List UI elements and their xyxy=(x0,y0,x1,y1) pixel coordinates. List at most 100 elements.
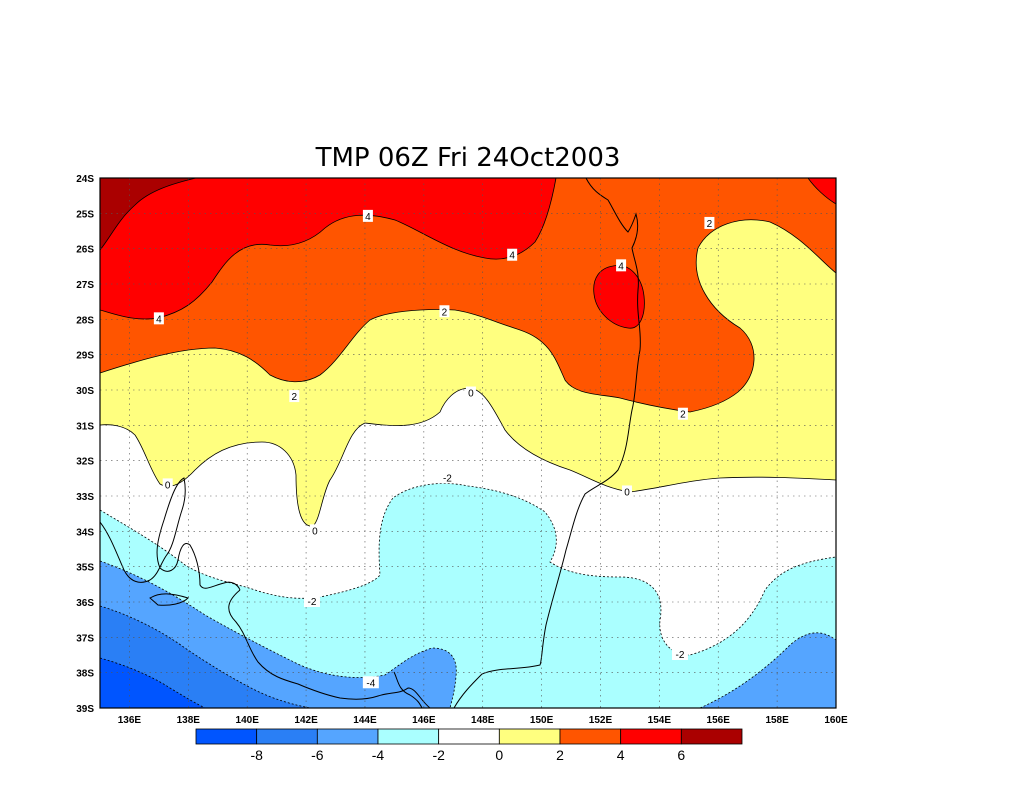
colorbar-swatch xyxy=(680,728,743,745)
contour-label: 2 xyxy=(677,407,688,421)
x-axis-ticks: 136E 138E 140E 142E 144E 146E 148E 150E 152E 154E… xyxy=(118,715,848,726)
y-tick-label: 27S xyxy=(76,280,94,291)
map-fields xyxy=(100,178,836,708)
x-tick-label: 142E xyxy=(294,715,318,726)
colorbar-tick-label: -2 xyxy=(432,747,445,763)
colorbar-swatch xyxy=(620,728,682,745)
contour-label-text: 4 xyxy=(618,261,624,272)
contour-label: 4 xyxy=(616,259,627,272)
colorbar-swatch xyxy=(256,728,318,745)
colorbar-swatch xyxy=(438,728,500,745)
colorbar: -8 -6 -4 -2 0 2 4 6 xyxy=(195,728,743,763)
contour-label: 4 xyxy=(362,209,373,223)
field-below-minus8 xyxy=(100,657,206,708)
contour-label-bg xyxy=(439,305,450,318)
contour-label-text: 4 xyxy=(365,212,371,223)
contour-label-text: 2 xyxy=(680,410,686,421)
y-tick-label: 26S xyxy=(76,245,94,256)
colorbar-tick-label: 4 xyxy=(617,747,625,763)
x-tick-label: 160E xyxy=(824,715,848,726)
y-tick-label: 24S xyxy=(76,174,94,185)
colorbar-swatch xyxy=(498,728,561,745)
contour-label-bg xyxy=(671,648,688,660)
contour-label-bg xyxy=(162,478,173,491)
contour-label: 0 xyxy=(465,386,476,400)
contour-label-text: 4 xyxy=(509,251,515,262)
y-tick-label: 30S xyxy=(76,386,94,397)
y-axis-ticks: 24S 25S 26S 27S 28S 29S 30S 31S 32S 33S 34S 35S 36S 3… xyxy=(76,174,94,715)
y-tick-label: 39S xyxy=(76,704,94,715)
y-tick-label: 35S xyxy=(76,563,94,574)
contour-label-bg xyxy=(153,312,164,325)
chart-title: TMP 06Z Fri 24Oct2003 xyxy=(315,143,621,173)
contour-label-bg xyxy=(465,386,476,399)
grid xyxy=(100,178,836,708)
contour-label: 2 xyxy=(439,305,450,318)
x-tick-label: 158E xyxy=(765,715,789,726)
contour-label: -2 xyxy=(303,595,320,608)
map-frame xyxy=(99,177,837,709)
contour-label-text: -2 xyxy=(308,597,317,608)
field-minus2-to-minus4 xyxy=(100,483,836,708)
contour-label: 0 xyxy=(162,478,173,491)
contour-label-text: 4 xyxy=(156,314,162,325)
y-tick-label: 31S xyxy=(76,421,94,432)
x-tick-label: 152E xyxy=(589,715,613,726)
x-tick-label: 150E xyxy=(530,715,554,726)
x-tick-label: 154E xyxy=(648,715,672,726)
colorbar-swatch xyxy=(377,728,440,745)
y-tick-label: 28S xyxy=(76,315,94,326)
x-tick-label: 136E xyxy=(118,715,142,726)
contour-label-bg xyxy=(621,485,632,498)
colorbar-swatch xyxy=(195,728,258,745)
contour-label: 4 xyxy=(153,312,164,325)
contour-label-text: 2 xyxy=(442,307,448,318)
colorbar-tick-label: -4 xyxy=(372,747,385,763)
x-tick-label: 148E xyxy=(471,715,495,726)
colorbar-tick-label: 2 xyxy=(556,747,564,763)
colorbar-swatch xyxy=(559,728,622,745)
contour-label-text: 0 xyxy=(624,487,630,498)
contour-label-bg xyxy=(362,676,379,689)
contour-label-text: -2 xyxy=(676,650,685,661)
contour-label: 2 xyxy=(704,216,715,230)
contour-label-text: 0 xyxy=(468,389,474,400)
contour-label-text: 2 xyxy=(707,219,713,230)
contour-label-text: 0 xyxy=(165,480,171,491)
contour-label-bg xyxy=(677,407,688,420)
y-tick-label: 37S xyxy=(76,633,94,644)
y-tick-label: 38S xyxy=(76,669,94,680)
colorbar-tick-label: 6 xyxy=(677,747,685,763)
contour-label: -2 xyxy=(439,471,456,484)
contour-label-bg xyxy=(289,390,300,403)
contour-label: 0 xyxy=(621,485,632,498)
x-tick-label: 144E xyxy=(353,715,377,726)
contour-label-text: 2 xyxy=(292,392,298,403)
contour-label: 0 xyxy=(309,524,320,537)
contour-label: -2 xyxy=(671,648,688,661)
contour-label-bg xyxy=(362,209,373,222)
contour-label: 2 xyxy=(289,390,300,403)
contour-label-bg xyxy=(303,595,320,607)
contour-label-text: -2 xyxy=(443,473,452,484)
x-tick-label: 146E xyxy=(412,715,436,726)
field-above-6 xyxy=(100,178,197,251)
contour-label: -4 xyxy=(362,676,379,689)
field-4-to-6-cell xyxy=(593,265,645,329)
colorbar-tick-label: 0 xyxy=(495,747,503,763)
y-tick-label: 32S xyxy=(76,457,94,468)
contour-labels: 4 4 4 4 2 2 2 2 0 0 0 0 -2 -2 -2 -4 xyxy=(153,209,715,689)
contour-label-bg xyxy=(439,471,456,484)
contour-label-text: -4 xyxy=(366,678,375,689)
contour-label-bg xyxy=(309,524,320,537)
colorbar-tick-label: -6 xyxy=(311,747,324,763)
y-tick-label: 29S xyxy=(76,351,94,362)
colorbar-tick-label: -8 xyxy=(250,747,263,763)
y-tick-label: 25S xyxy=(76,209,94,220)
x-tick-label: 138E xyxy=(177,715,201,726)
y-tick-label: 36S xyxy=(76,598,94,609)
y-tick-label: 34S xyxy=(76,527,94,538)
x-tick-label: 156E xyxy=(707,715,731,726)
x-tick-label: 140E xyxy=(236,715,260,726)
